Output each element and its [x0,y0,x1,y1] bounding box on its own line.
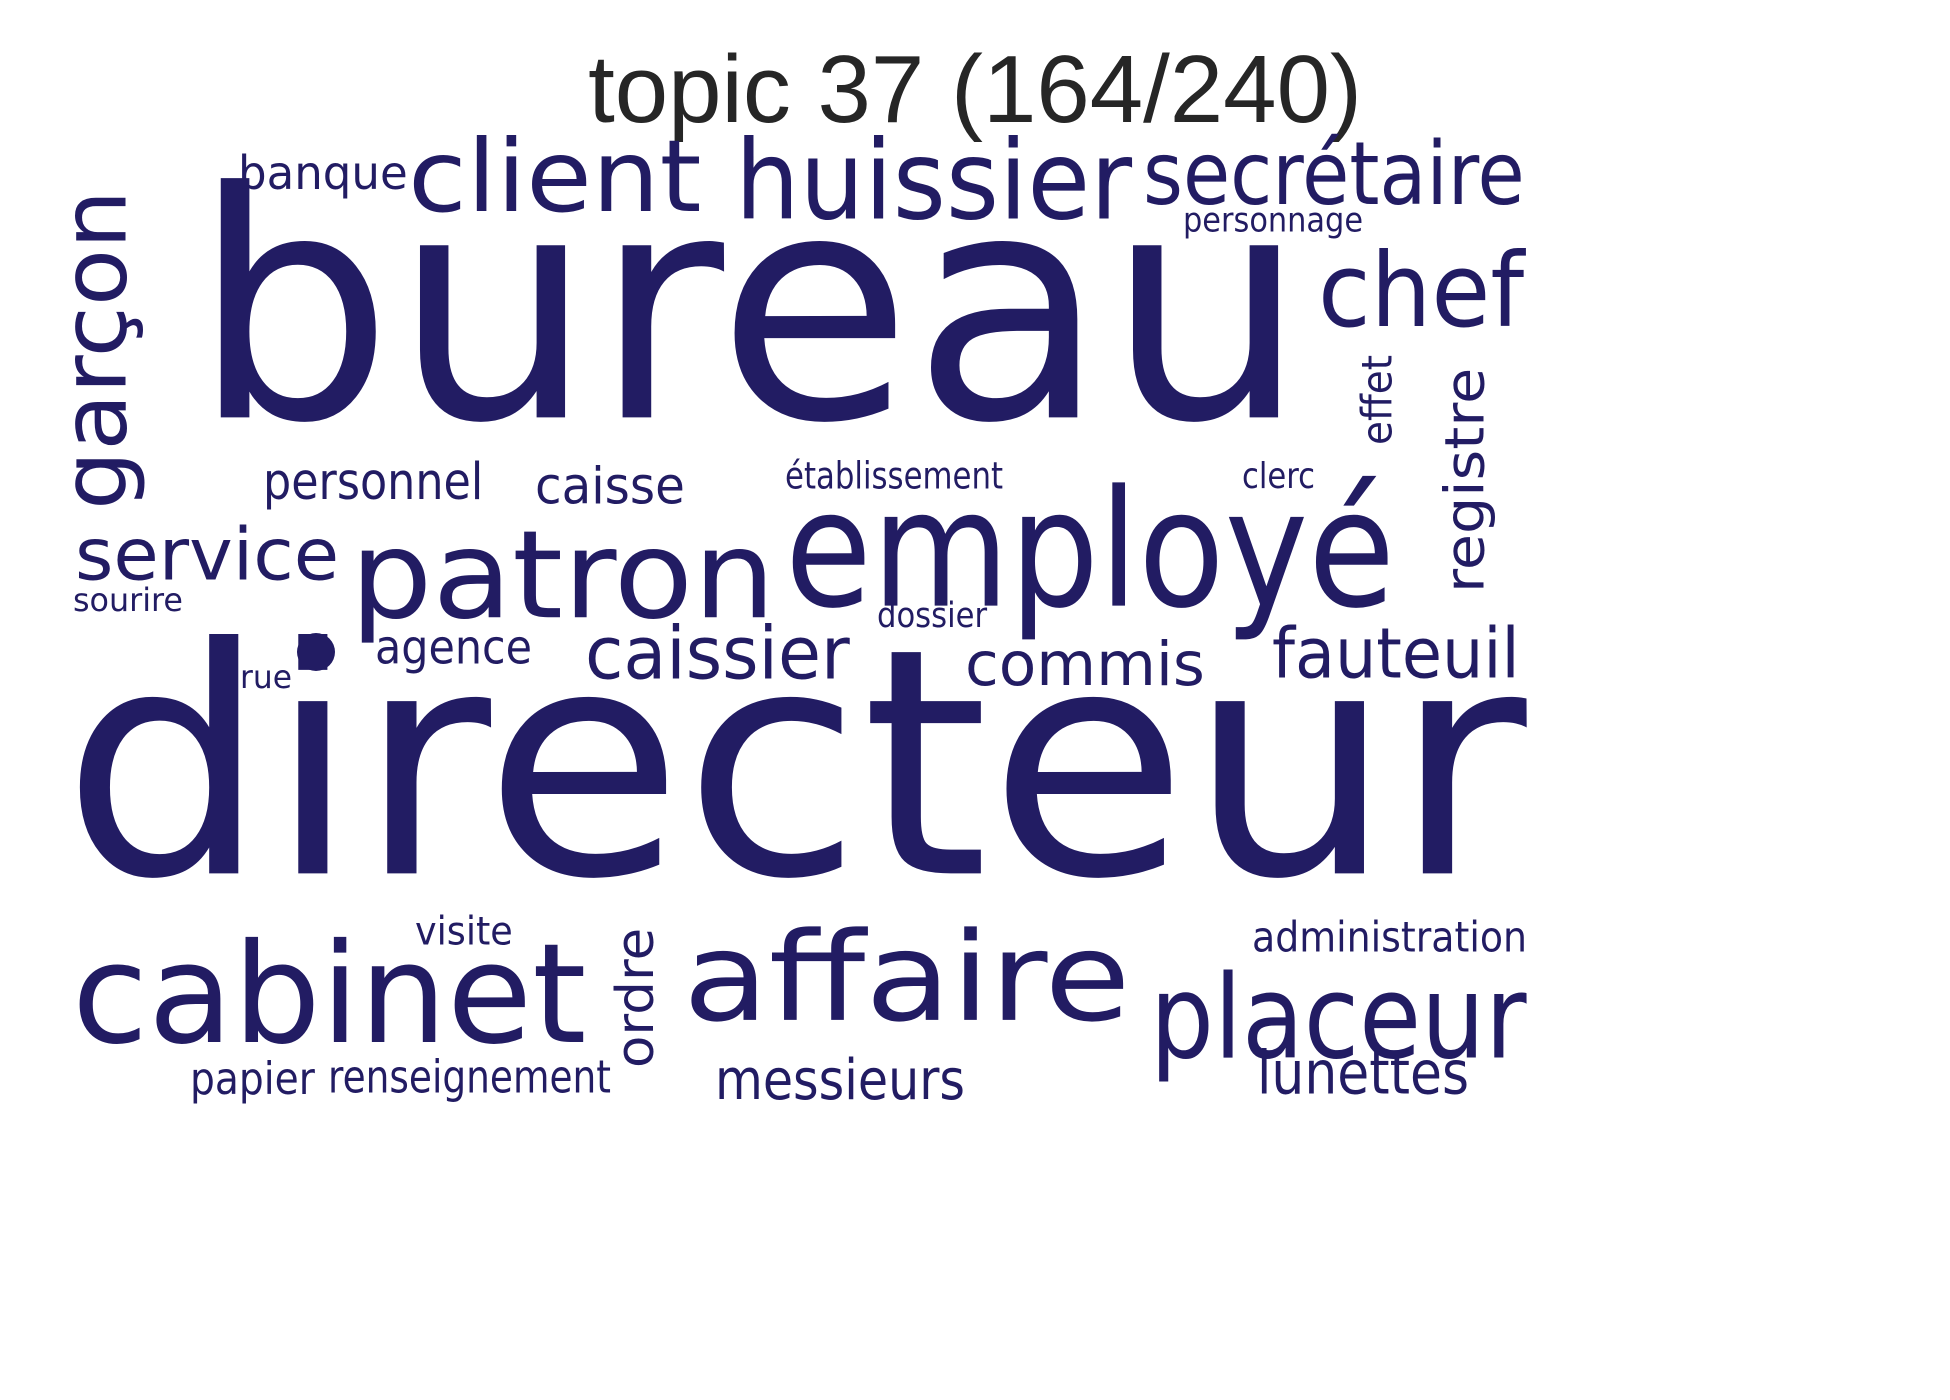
bullet-dot [297,633,335,671]
word-personnel: personnel [263,453,484,512]
word-fauteuil: fauteuil [1272,613,1520,695]
word-huissier: huissier [735,117,1133,246]
word-clerc: clerc [1242,456,1316,498]
word-visite: visite [415,907,513,955]
word-caissier: caissier [585,611,850,697]
word-garcon: garçon [42,189,148,510]
word-cabinet: cabinet [72,913,587,1075]
word-caisse: caisse [535,457,685,517]
word-secretaire: secrétaire [1143,123,1525,226]
word-chef: chef [1318,230,1525,351]
word-placeur: placeur [1150,949,1527,1086]
word-administration: administration [1252,912,1527,962]
word-papier: papier [190,1054,315,1106]
word-effet: effet [1353,354,1403,445]
word-banque: banque [238,145,408,201]
word-client: client [408,119,702,236]
word-ordre: ordre [605,927,666,1068]
word-employe: employé [785,456,1396,645]
word-service: service [75,514,340,597]
word-affaire: affaire [683,906,1131,1050]
word-etablissement: établissement [785,454,1004,499]
word-messieurs: messieurs [715,1046,965,1113]
word-rue: rue [240,658,292,697]
word-personnage: personnage [1183,201,1364,241]
word-agence: agence [375,620,532,676]
word-lunettes: lunettes [1257,1039,1470,1109]
word-patron: patron [350,503,776,647]
word-renseignement: renseignement [328,1050,611,1104]
figure-title: topic 37 (164/240) [588,36,1362,143]
word-sourire: sourire [73,582,183,619]
word-dossier: dossier [877,596,988,637]
word-bureau: bureau [192,125,1307,492]
word-registre: registre [1432,367,1497,593]
word-commis: commis [965,630,1205,700]
